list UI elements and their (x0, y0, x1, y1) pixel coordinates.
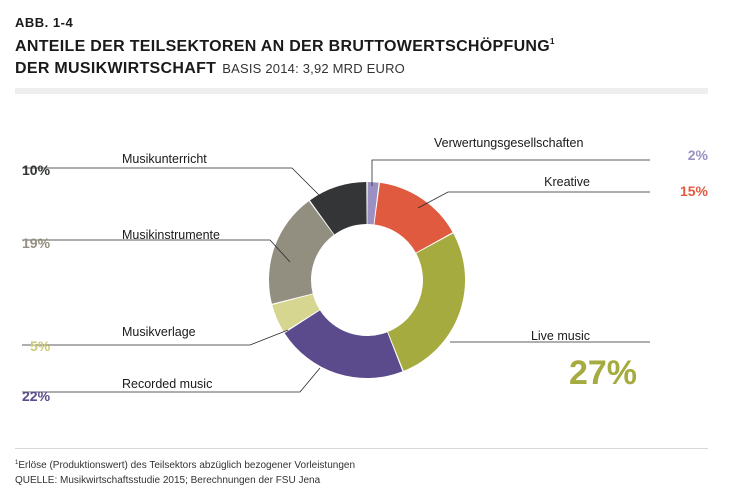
chart-title-line1: ANTEILE DER TEILSEKTOREN AN DER BRUTTOWE… (15, 37, 555, 56)
label-musikverlage: Musikverlage (122, 325, 196, 339)
leader-line-musikunterricht (22, 167, 326, 202)
label-musikunterricht: Musikunterricht (122, 152, 207, 166)
slice-musikinstrumente (269, 201, 334, 304)
value-label-musikverlage: 5% (30, 338, 51, 354)
value-label-musikunterricht: 10% (22, 162, 51, 178)
label-verwertungsgesellschaften: Verwertungsgesellschaften (434, 136, 583, 150)
leader-line-musikinstrumente (22, 239, 291, 263)
bottom-divider (15, 448, 708, 449)
figure-number: ABB. 1-4 (15, 15, 74, 30)
slice-kreative (374, 182, 453, 253)
chart-title-text: ANTEILE DER TEILSEKTOREN AN DER BRUTTOWE… (15, 38, 551, 55)
chart-title-text-2: DER MUSIKWIRTSCHAFT (15, 60, 217, 77)
leader-line-verwertungsgesellschaften (371, 159, 650, 186)
source-note: QUELLE: Musikwirtschaftsstudie 2015; Ber… (15, 475, 321, 486)
leader-lines-group (22, 159, 650, 393)
value-label-kreative: 15% (680, 183, 709, 199)
slice-musikverlage (272, 294, 320, 332)
chart-title-line2: DER MUSIKWIRTSCHAFT BASIS 2014: 3,92 MRD … (15, 60, 405, 78)
slice-live-music (387, 233, 465, 371)
footnote-text: Erlöse (Produktionswert) des Teilsektors… (18, 460, 356, 471)
footnote-ref: 1 (550, 37, 555, 46)
value-label-verwertungsgesellschaften: 2% (688, 147, 709, 163)
leader-line-recorded-music (22, 367, 321, 393)
slices-group (269, 182, 465, 378)
label-musikinstrumente: Musikinstrumente (122, 228, 220, 242)
top-divider (15, 88, 708, 94)
slice-verwertungsgesellschaften (367, 182, 379, 225)
slice-recorded-music (284, 310, 403, 378)
chart-subtitle: BASIS 2014: 3,92 MRD EURO (222, 61, 405, 76)
value-label-live-music: 27% (569, 354, 637, 392)
slice-musikunterricht (309, 182, 367, 235)
label-live-music: Live music (531, 329, 590, 343)
value-label-recorded-music: 22% (22, 388, 51, 404)
label-recorded-music: Recorded music (122, 377, 212, 391)
label-kreative: Kreative (544, 175, 590, 189)
footnote: 1Erlöse (Produktionswert) des Teilsektor… (15, 460, 355, 471)
leader-line-musikverlage (22, 329, 289, 346)
footnote-mark: 1 (15, 460, 19, 466)
leader-line-kreative (417, 191, 650, 209)
value-label-musikinstrumente: 19% (22, 235, 51, 251)
labels-group: Verwertungsgesellschaften 2% Kreative 15% Li… (22, 136, 709, 404)
